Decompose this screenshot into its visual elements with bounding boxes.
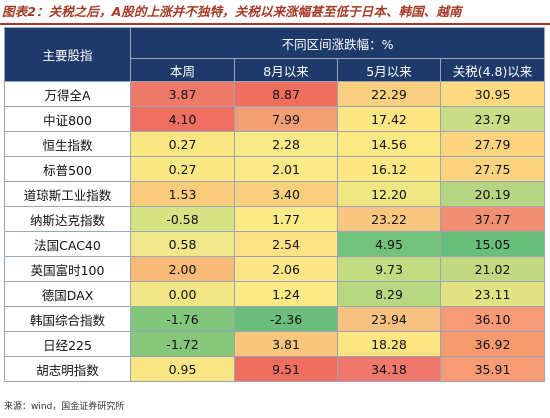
header-row-label: 主要股指 [4, 27, 131, 82]
cell-value: 2.28 [234, 131, 338, 157]
cell-value: 2.00 [130, 256, 235, 282]
cell-value: 22.29 [337, 81, 441, 107]
cell-value: 12.20 [337, 181, 441, 207]
row-index-name: 中证800 [4, 106, 131, 132]
cell-value: 21.02 [439, 256, 546, 282]
row-index-name: 纳斯达克指数 [4, 206, 131, 232]
cell-value: 16.12 [337, 156, 441, 182]
cell-value: 34.18 [337, 356, 441, 382]
cell-value: 1.24 [234, 281, 338, 307]
cell-value: 3.87 [130, 81, 235, 107]
cell-value: -1.72 [130, 331, 235, 357]
table-row: 中证800 4.10 7.99 17.42 23.79 [4, 106, 546, 132]
header-col-may: 5月以来 [337, 58, 441, 82]
cell-value: -0.58 [130, 206, 235, 232]
cell-value: 3.81 [234, 331, 338, 357]
cell-value: -1.76 [130, 306, 235, 332]
cell-value: 37.77 [439, 206, 546, 232]
cell-value: 30.95 [439, 81, 546, 107]
row-index-name: 日经225 [4, 331, 131, 357]
table-row: 道琼斯工业指数 1.53 3.40 12.20 20.19 [4, 181, 546, 207]
cell-value: 15.05 [439, 231, 546, 257]
title-rule [0, 23, 550, 25]
row-index-name: 恒生指数 [4, 131, 131, 157]
table-row: 德国DAX 0.00 1.24 8.29 23.11 [4, 281, 546, 307]
cell-value: 36.10 [439, 306, 546, 332]
table-row: 法国CAC40 0.58 2.54 4.95 15.05 [4, 231, 546, 257]
cell-value: 23.22 [337, 206, 441, 232]
cell-value: 2.01 [234, 156, 338, 182]
cell-value: 35.91 [439, 356, 546, 382]
table-row: 标普500 0.27 2.01 16.12 27.75 [4, 156, 546, 182]
cell-value: 8.87 [234, 81, 338, 107]
row-index-name: 法国CAC40 [4, 231, 131, 257]
header-col-tariff: 关税(4.8)以来 [439, 58, 546, 82]
header-col-aug: 8月以来 [234, 58, 338, 82]
cell-value: 2.06 [234, 256, 338, 282]
cell-value: -2.36 [234, 306, 338, 332]
index-returns-table: 主要股指 不同区间涨跌幅：% 本周 8月以来 5月以来 关税(4.8)以来 万得… [4, 27, 546, 382]
figure-title: 图表2：关税之后，A股的上涨并不独特，关税以来涨幅甚至低于日本、韩国、越南 [2, 4, 462, 19]
cell-value: 20.19 [439, 181, 546, 207]
table-row: 日经225 -1.72 3.81 18.28 36.92 [4, 331, 546, 357]
table-row: 恒生指数 0.27 2.28 14.56 27.79 [4, 131, 546, 157]
cell-value: 0.00 [130, 281, 235, 307]
cell-value: 2.54 [234, 231, 338, 257]
table-row: 胡志明指数 0.95 9.51 34.18 35.91 [4, 356, 546, 382]
cell-value: 9.51 [234, 356, 338, 382]
row-index-name: 万得全A [4, 81, 131, 107]
cell-value: 4.10 [130, 106, 235, 132]
cell-value: 0.95 [130, 356, 235, 382]
cell-value: 0.58 [130, 231, 235, 257]
table-row: 万得全A 3.87 8.87 22.29 30.95 [4, 81, 546, 107]
cell-value: 17.42 [337, 106, 441, 132]
table-row: 韩国综合指数 -1.76 -2.36 23.94 36.10 [4, 306, 546, 332]
cell-value: 1.77 [234, 206, 338, 232]
table-row: 英国富时100 2.00 2.06 9.73 21.02 [4, 256, 546, 282]
cell-value: 7.99 [234, 106, 338, 132]
cell-value: 9.73 [337, 256, 441, 282]
cell-value: 23.11 [439, 281, 546, 307]
cell-value: 4.95 [337, 231, 441, 257]
cell-value: 8.29 [337, 281, 441, 307]
cell-value: 14.56 [337, 131, 441, 157]
cell-value: 27.79 [439, 131, 546, 157]
row-index-name: 韩国综合指数 [4, 306, 131, 332]
row-index-name: 德国DAX [4, 281, 131, 307]
cell-value: 0.27 [130, 156, 235, 182]
cell-value: 23.94 [337, 306, 441, 332]
row-index-name: 道琼斯工业指数 [4, 181, 131, 207]
header-group-label: 不同区间涨跌幅：% [129, 27, 546, 59]
header-col-week: 本周 [130, 58, 235, 82]
cell-value: 3.40 [234, 181, 338, 207]
cell-value: 27.75 [439, 156, 546, 182]
row-index-name: 英国富时100 [4, 256, 131, 282]
source-note: 来源：wind，国金证券研究所 [4, 402, 125, 412]
row-index-name: 胡志明指数 [4, 356, 131, 382]
cell-value: 0.27 [130, 131, 235, 157]
row-index-name: 标普500 [4, 156, 131, 182]
cell-value: 23.79 [439, 106, 546, 132]
cell-value: 1.53 [130, 181, 235, 207]
table-row: 纳斯达克指数 -0.58 1.77 23.22 37.77 [4, 206, 546, 232]
cell-value: 36.92 [439, 331, 546, 357]
cell-value: 18.28 [337, 331, 441, 357]
